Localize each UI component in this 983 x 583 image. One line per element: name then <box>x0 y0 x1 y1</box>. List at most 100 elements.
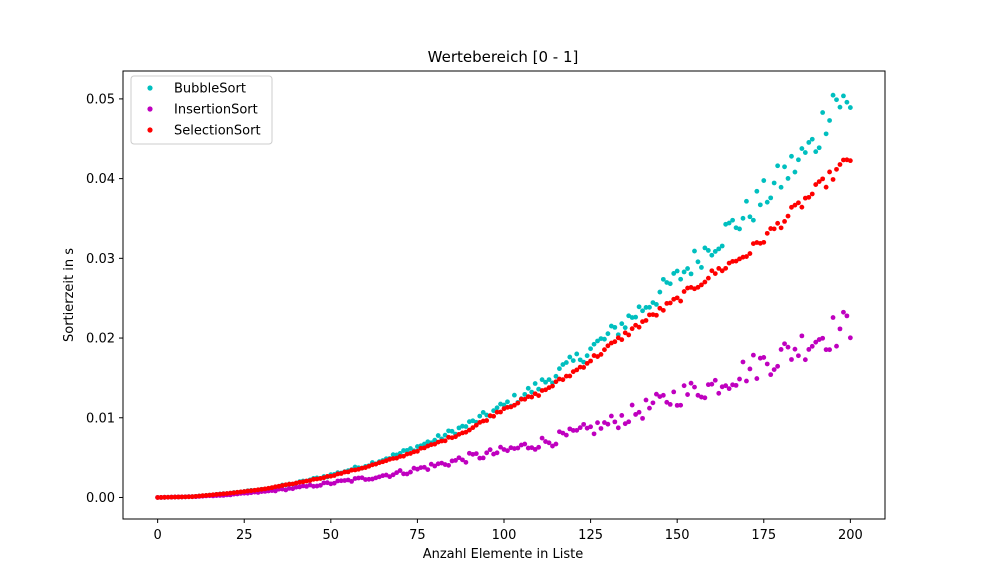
data-point <box>518 396 524 402</box>
data-point <box>647 304 652 310</box>
data-point <box>647 312 652 318</box>
data-point <box>733 382 739 388</box>
legend-marker <box>147 85 153 91</box>
data-point <box>754 188 760 194</box>
data-point <box>598 352 604 357</box>
data-point <box>179 494 185 500</box>
data-point <box>626 332 632 338</box>
data-point <box>612 419 618 425</box>
data-point <box>768 226 774 231</box>
data-point <box>595 354 600 359</box>
data-point <box>796 200 801 206</box>
data-point <box>591 341 597 347</box>
data-point <box>511 402 517 408</box>
y-tick-label: 0.00 <box>86 491 115 506</box>
data-point <box>463 459 469 465</box>
data-point <box>612 324 618 330</box>
data-point <box>681 289 687 294</box>
data-point <box>466 427 472 433</box>
data-point <box>764 230 770 236</box>
data-point <box>453 434 458 440</box>
x-axis-ticks: 0 25 50 75 100 125 150 175 200 <box>153 519 863 543</box>
data-point <box>695 284 701 290</box>
data-point <box>775 220 781 226</box>
data-point <box>771 367 777 372</box>
data-point <box>785 344 791 350</box>
data-point <box>809 343 815 349</box>
data-point <box>560 430 566 436</box>
data-point <box>667 402 673 407</box>
data-point <box>636 409 642 415</box>
data-point <box>193 493 199 499</box>
data-point <box>820 335 826 341</box>
data-point <box>234 489 240 495</box>
x-tick-label: 125 <box>578 528 603 543</box>
data-point <box>155 495 161 500</box>
data-point <box>633 412 639 417</box>
data-point <box>802 150 808 155</box>
data-point <box>484 418 490 423</box>
data-point <box>789 153 794 159</box>
data-point <box>394 470 400 476</box>
data-point <box>775 163 781 169</box>
data-point <box>203 493 209 498</box>
data-point <box>723 383 729 389</box>
data-point <box>522 396 528 402</box>
data-point <box>650 400 656 406</box>
data-point <box>643 318 649 323</box>
data-point <box>747 366 753 372</box>
data-point <box>553 379 559 385</box>
data-point <box>671 389 677 395</box>
data-point <box>577 364 583 370</box>
data-point <box>366 476 372 482</box>
data-point <box>799 146 805 151</box>
data-point <box>750 352 756 358</box>
data-point <box>823 131 829 137</box>
data-point <box>588 424 593 430</box>
data-point <box>401 448 406 453</box>
data-point <box>567 373 573 379</box>
data-point <box>730 217 735 223</box>
data-point <box>747 214 753 220</box>
data-point <box>643 305 649 310</box>
data-point <box>214 492 219 497</box>
data-point <box>338 478 344 484</box>
data-point <box>771 226 777 232</box>
data-point <box>681 383 687 389</box>
data-point <box>827 169 832 175</box>
data-point <box>785 213 791 219</box>
x-tick-label: 100 <box>492 528 517 543</box>
data-point <box>550 383 555 389</box>
data-point <box>830 92 836 98</box>
data-point <box>494 409 500 415</box>
data-point <box>574 351 580 357</box>
data-point <box>311 483 316 489</box>
data-point <box>629 402 635 408</box>
data-point <box>311 476 316 482</box>
data-point <box>789 357 794 362</box>
data-point <box>293 484 299 490</box>
data-point <box>820 110 826 115</box>
data-point <box>522 441 528 447</box>
data-point <box>789 204 794 210</box>
data-point <box>349 467 354 473</box>
data-point <box>647 405 652 411</box>
data-point <box>712 377 718 383</box>
data-point <box>200 493 206 499</box>
data-point <box>681 269 687 275</box>
data-point <box>286 481 292 487</box>
data-point <box>245 488 251 494</box>
data-point <box>463 424 469 429</box>
data-point <box>577 357 583 363</box>
data-point <box>480 455 486 461</box>
data-point <box>699 282 704 288</box>
data-point <box>674 402 680 408</box>
data-point <box>813 339 819 345</box>
data-point <box>605 421 611 427</box>
data-point <box>827 347 832 353</box>
data-point <box>847 105 853 110</box>
legend-label: InsertionSort <box>174 103 258 118</box>
data-point <box>837 326 843 332</box>
data-point <box>792 202 798 208</box>
